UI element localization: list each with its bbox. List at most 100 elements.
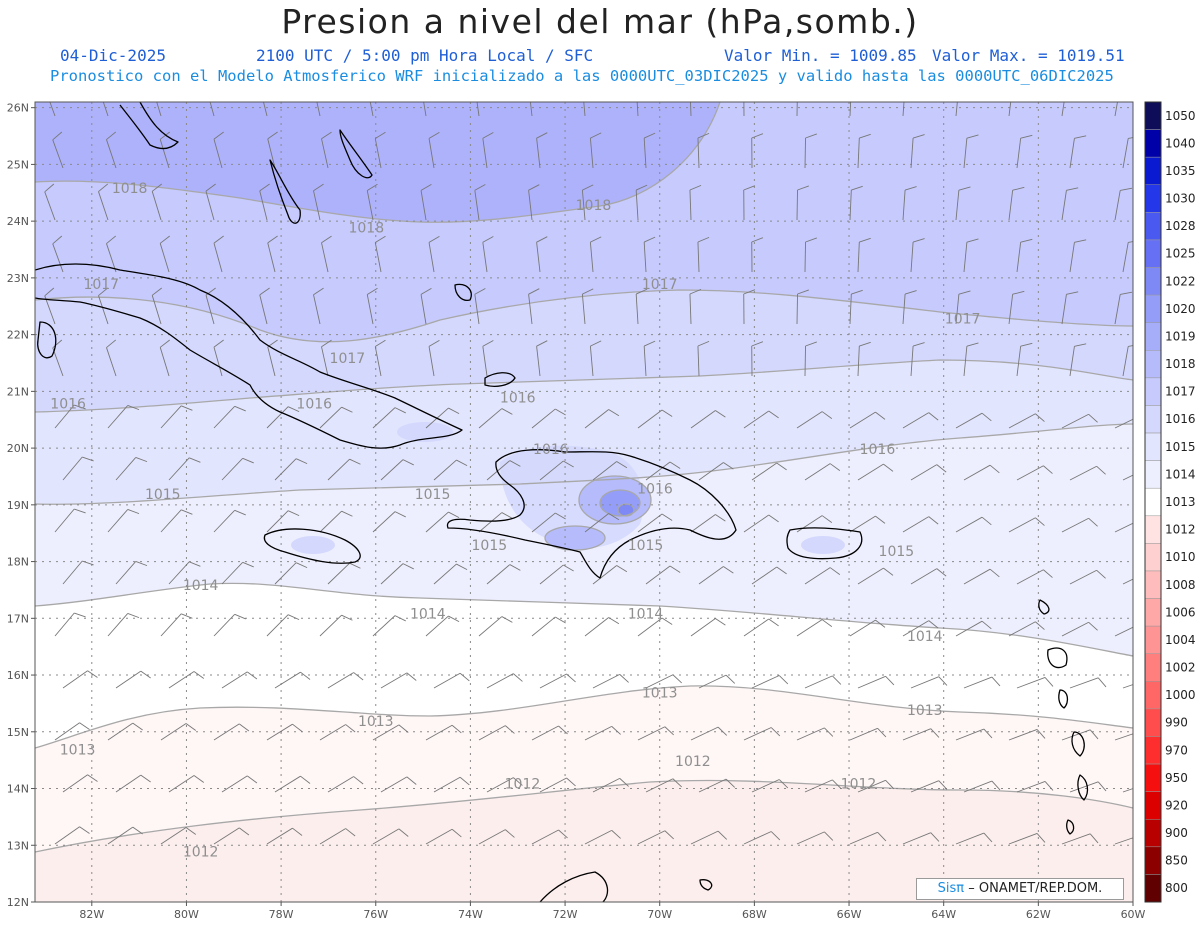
wind-barb bbox=[645, 674, 682, 689]
contour-label-1013: 1013 bbox=[358, 714, 394, 730]
min-value-label: Valor Min. = 1009.85 bbox=[724, 46, 917, 65]
wind-barb bbox=[213, 827, 250, 845]
wind-barb bbox=[589, 132, 602, 169]
wind-barb bbox=[213, 235, 224, 273]
forecast-validity-line: Pronostico con el Modelo Atmosferico WRF… bbox=[50, 67, 1114, 85]
wind-barb bbox=[690, 618, 726, 637]
contour-label-1018: 1018 bbox=[576, 198, 612, 214]
wind-barb bbox=[849, 289, 863, 325]
wind-barb bbox=[428, 235, 440, 273]
wind-barb bbox=[205, 183, 216, 221]
lat-tick-label: 15N bbox=[7, 726, 29, 739]
wind-barb bbox=[482, 236, 494, 273]
wind-barb bbox=[539, 460, 574, 481]
wind-barb bbox=[804, 675, 842, 689]
wind-barb bbox=[1061, 102, 1065, 117]
wind-barb bbox=[482, 132, 494, 169]
wind-barb bbox=[690, 830, 728, 845]
wind-barb bbox=[327, 458, 361, 481]
contour-label-1012: 1012 bbox=[841, 777, 877, 793]
contour-label-1018: 1018 bbox=[348, 220, 384, 236]
coast-jamaica bbox=[263, 528, 361, 564]
coast-st-vincent bbox=[1066, 819, 1075, 835]
wind-barb bbox=[902, 516, 939, 533]
wind-barb bbox=[697, 236, 710, 273]
coast-south-america bbox=[539, 871, 609, 902]
colorbar-swatch-1004 bbox=[1144, 625, 1162, 654]
wind-barb bbox=[536, 340, 548, 377]
colorbar-swatch-1017 bbox=[1144, 377, 1162, 406]
contour-label-1015: 1015 bbox=[145, 487, 181, 503]
wind-barb bbox=[1008, 290, 1025, 325]
wind-barb bbox=[955, 186, 971, 221]
wind-barb bbox=[698, 674, 736, 689]
wind-barb bbox=[221, 457, 254, 481]
wind-barb bbox=[645, 778, 682, 793]
coast-antigua bbox=[1038, 599, 1050, 615]
lon-tick-label: 74W bbox=[458, 908, 483, 921]
wind-barb bbox=[910, 134, 925, 169]
wind-barb bbox=[581, 288, 594, 325]
wind-barb bbox=[531, 408, 566, 429]
wind-barb bbox=[910, 780, 948, 793]
band-pr-1016 bbox=[801, 536, 845, 554]
wind-barb bbox=[321, 235, 332, 273]
colorbar-label-1028: 1028 bbox=[1165, 219, 1196, 233]
colorbar-swatch-900 bbox=[1144, 818, 1162, 848]
wind-barb bbox=[643, 132, 656, 169]
wind-barb bbox=[635, 288, 648, 325]
wind-barb bbox=[263, 102, 268, 117]
wind-barb bbox=[910, 676, 948, 689]
wind-barb bbox=[1069, 569, 1106, 585]
wind-barb bbox=[963, 342, 979, 377]
lon-tick-label: 68W bbox=[742, 908, 767, 921]
coast-hispaniola bbox=[446, 449, 737, 579]
lat-tick-label: 18N bbox=[7, 556, 29, 569]
wind-barb bbox=[804, 779, 842, 793]
wind-barb bbox=[637, 513, 673, 533]
wind-barb bbox=[637, 830, 674, 845]
wind-barb bbox=[107, 722, 143, 741]
wind-barb bbox=[478, 829, 515, 845]
wind-barb bbox=[168, 775, 205, 793]
wind-barb bbox=[698, 462, 734, 481]
colorbar-swatch-1016 bbox=[1144, 405, 1162, 434]
colorbar-swatch-1019 bbox=[1144, 322, 1162, 351]
wind-barb bbox=[274, 458, 308, 481]
wind-barb bbox=[751, 133, 764, 169]
wind-barb bbox=[321, 131, 332, 169]
colorbar-swatch-1000 bbox=[1144, 681, 1162, 710]
lat-tick-label: 20N bbox=[7, 442, 29, 455]
wind-barb bbox=[1114, 626, 1133, 637]
wind-barb bbox=[804, 341, 817, 377]
wind-barb bbox=[536, 132, 548, 169]
wind-barb bbox=[313, 183, 324, 221]
wind-barb bbox=[902, 290, 917, 325]
wind-barb bbox=[751, 462, 787, 481]
wind-barb bbox=[213, 723, 250, 741]
wind-barb bbox=[857, 567, 894, 585]
wind-barb bbox=[689, 288, 702, 325]
contour-label-1012: 1012 bbox=[675, 754, 711, 770]
wind-barb bbox=[635, 184, 648, 221]
wind-barb bbox=[1069, 781, 1107, 793]
wind-barb bbox=[428, 339, 440, 377]
wind-barb bbox=[637, 617, 673, 637]
colorbar-swatch-1030 bbox=[1144, 184, 1162, 213]
wind-barb bbox=[266, 614, 300, 637]
wind-barb bbox=[592, 565, 628, 585]
wind-barb bbox=[274, 775, 311, 793]
wind-barb bbox=[902, 186, 917, 221]
colorbar-label-1017: 1017 bbox=[1165, 385, 1196, 399]
wind-barb bbox=[62, 670, 98, 689]
wind-barb bbox=[62, 456, 94, 481]
coastlines bbox=[35, 102, 1089, 902]
wind-barb bbox=[963, 464, 1000, 481]
wind-barb bbox=[44, 287, 56, 325]
colorbar-label-970: 970 bbox=[1165, 743, 1188, 757]
coast-bahamas-andros bbox=[339, 129, 373, 179]
wind-barb bbox=[319, 724, 356, 741]
contour-label-1015: 1015 bbox=[415, 487, 451, 503]
wind-barb bbox=[62, 774, 98, 793]
contour-label-1017: 1017 bbox=[945, 311, 981, 327]
